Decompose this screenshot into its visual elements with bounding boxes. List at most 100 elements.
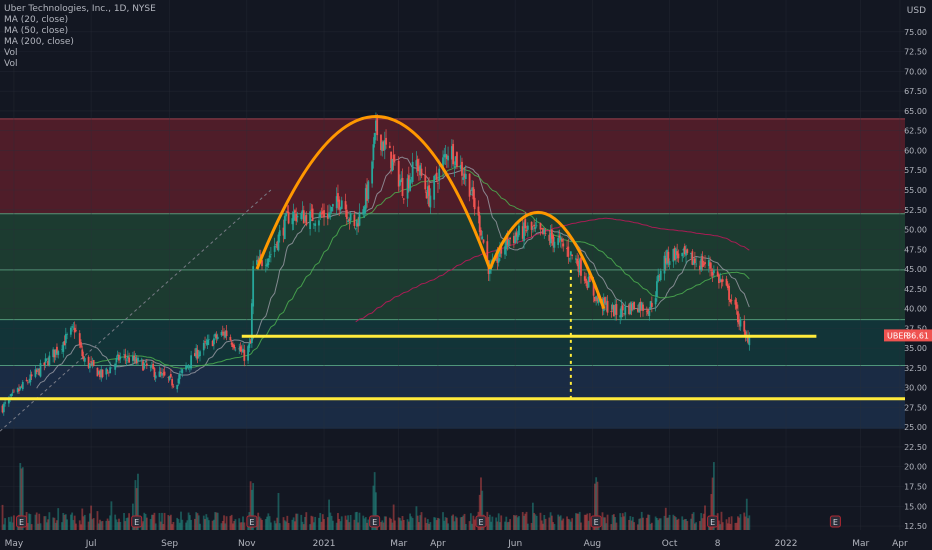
- candle: [585, 272, 587, 287]
- candle-body: [214, 333, 217, 337]
- candle-body: [196, 349, 199, 359]
- candle: [177, 374, 180, 387]
- candle: [314, 220, 317, 232]
- candle-body: [375, 120, 377, 132]
- volume-bar: [223, 515, 225, 530]
- volume-bar: [35, 512, 38, 530]
- volume-bar: [90, 505, 93, 530]
- candle: [666, 248, 668, 269]
- candle-body: [730, 300, 733, 301]
- volume-bar: [171, 524, 174, 530]
- candle-body: [429, 195, 432, 208]
- candle-body: [266, 263, 268, 267]
- candle-body: [87, 356, 90, 368]
- candle-body: [161, 373, 163, 376]
- ma20-legend[interactable]: MA (20, close): [4, 15, 69, 25]
- price-tick-label: 22.50: [904, 443, 927, 452]
- earnings-label: E: [594, 518, 599, 527]
- candle-body: [225, 330, 228, 337]
- candle: [149, 364, 152, 372]
- candle-body: [20, 386, 23, 388]
- candle: [250, 298, 253, 348]
- candle: [92, 359, 95, 367]
- volume-bar: [258, 516, 261, 530]
- candle: [234, 347, 237, 352]
- candle-body: [597, 297, 600, 303]
- candle-body: [549, 232, 552, 244]
- candle-body: [399, 180, 401, 186]
- candle: [214, 332, 217, 341]
- volume-bar: [159, 521, 162, 530]
- volume-bar: [190, 519, 193, 530]
- candle: [507, 238, 510, 250]
- candle-body: [116, 354, 119, 357]
- candle: [716, 266, 719, 277]
- volume-bar: [676, 519, 679, 530]
- candle-body: [388, 145, 391, 148]
- volume-bar: [295, 513, 298, 530]
- candle-body: [143, 363, 146, 369]
- volume-legend-2[interactable]: Vol: [4, 59, 18, 69]
- volume-bar: [99, 519, 101, 530]
- volume-legend[interactable]: Vol: [4, 48, 18, 58]
- earnings-marker: E: [475, 515, 487, 528]
- candle-body: [562, 243, 565, 247]
- candle: [420, 162, 423, 179]
- candle-body: [283, 216, 286, 240]
- candle: [543, 227, 546, 239]
- candle-body: [301, 210, 304, 215]
- candle: [213, 334, 215, 350]
- candle: [566, 240, 568, 257]
- volume-bar: [645, 517, 648, 530]
- volume-bar: [213, 519, 215, 530]
- volume-bar: [96, 511, 99, 530]
- volume-bar: [292, 517, 295, 530]
- candle-body: [230, 342, 233, 345]
- candle: [26, 379, 29, 385]
- volume-bar: [558, 516, 561, 530]
- candle: [81, 345, 84, 360]
- candle-body: [480, 230, 482, 236]
- ma50-legend[interactable]: MA (50, close): [4, 26, 69, 36]
- candle: [683, 243, 686, 257]
- candle-body: [506, 234, 509, 245]
- earnings-marker: E: [246, 515, 258, 528]
- candle-body: [145, 363, 148, 366]
- candle-body: [709, 262, 711, 269]
- volume-bar: [478, 494, 481, 530]
- earnings-badge: [16, 515, 28, 528]
- candle: [72, 322, 75, 331]
- price-tick-label: 55.00: [904, 186, 927, 195]
- volume-bar: [230, 514, 233, 530]
- candle-body: [583, 276, 586, 281]
- candle: [400, 171, 403, 183]
- volume-bar: [26, 522, 29, 530]
- candle: [533, 219, 536, 232]
- price-tick-label: 47.50: [904, 245, 927, 254]
- candle: [442, 150, 444, 178]
- volume-bar: [397, 517, 400, 530]
- candle-body: [464, 173, 467, 180]
- volume-bar: [234, 519, 237, 530]
- candle: [75, 324, 77, 333]
- volume-bar: [82, 516, 85, 530]
- time-tick-label: Nov: [238, 539, 256, 549]
- candle-body: [569, 251, 572, 256]
- candle: [224, 330, 227, 339]
- candle-body: [363, 206, 366, 214]
- candle: [743, 315, 746, 336]
- candle: [548, 229, 551, 246]
- candle: [43, 361, 46, 371]
- volume-bar: [124, 521, 127, 530]
- candle-body: [223, 331, 225, 336]
- candle: [187, 363, 190, 370]
- candle: [639, 298, 642, 318]
- volume-bar: [83, 514, 86, 530]
- volume-bar: [486, 511, 489, 530]
- earnings-badge: [829, 515, 841, 528]
- candle: [69, 326, 72, 338]
- candle: [623, 312, 625, 317]
- candle: [734, 297, 737, 310]
- ma200-legend[interactable]: MA (200, close): [4, 37, 74, 47]
